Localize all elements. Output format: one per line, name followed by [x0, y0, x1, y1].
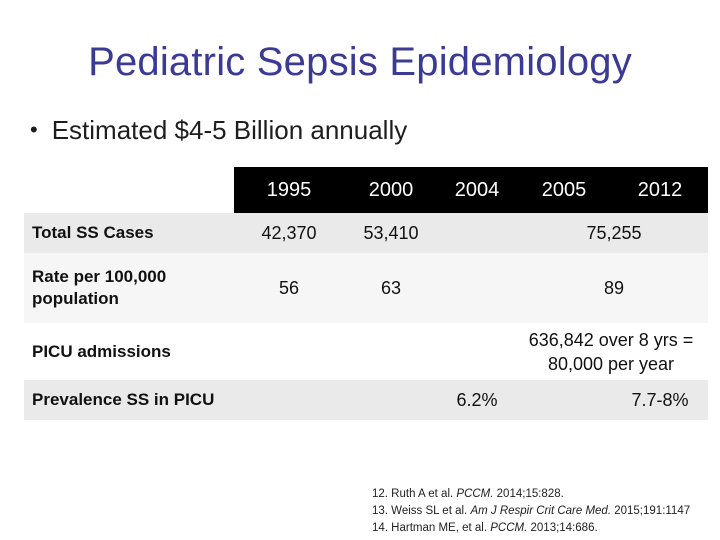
table-header-background: [234, 167, 708, 213]
references: 12. Ruth A et al. PCCM. 2014;15:828. 13.…: [372, 486, 720, 537]
header-2004: 2004: [454, 178, 500, 201]
table-header-row: 1995 2000 2004 2005 2012: [24, 167, 708, 213]
cell-2005-2012: 89: [603, 277, 625, 298]
reference-item: 13. Weiss SL et al. Am J Respir Crit Car…: [372, 505, 691, 517]
table-row-picu-admissions: PICU admissions 636,842 over 8 yrs = 80,…: [24, 323, 708, 380]
row-label: PICU admissions: [32, 341, 171, 361]
cell-2005-2012: 75,255: [586, 222, 642, 243]
table-row-prevalence: Prevalence SS in PICU 6.2% 7.7-8%: [24, 380, 708, 420]
reference-item: 12. Ruth A et al. PCCM. 2014;15:828.: [372, 488, 564, 500]
bullet-dot-icon: •: [30, 117, 38, 142]
cell-2012: 7.7-8%: [631, 389, 689, 410]
cell-2000: 63: [380, 277, 402, 298]
cell-2004-2012: 636,842 over 8 yrs = 80,000 per year: [528, 329, 694, 374]
row-label: Rate per 100,000 population: [32, 267, 167, 308]
table-row-total-cases: Total SS Cases 42,370 53,410 75,255: [24, 213, 708, 253]
cell-1995: 42,370: [261, 222, 317, 243]
reference-item: 14. Hartman ME, et al. PCCM. 2013;14:686…: [372, 522, 598, 534]
header-2000: 2000: [368, 178, 414, 201]
header-1995: 1995: [266, 178, 312, 201]
header-2012: 2012: [637, 178, 683, 201]
slide-title: Pediatric Sepsis Epidemiology: [88, 40, 632, 84]
row-label: Prevalence SS in PICU: [32, 390, 215, 409]
bullet-item: • Estimated $4-5 Billion annually: [30, 110, 407, 150]
bullet-text: Estimated $4-5 Billion annually: [51, 114, 408, 145]
header-2005: 2005: [541, 178, 587, 201]
cell-1995: 56: [278, 277, 300, 298]
row-label: Total SS Cases: [32, 223, 154, 242]
cell-2004: 6.2%: [456, 389, 498, 410]
table-row-rate: Rate per 100,000 population 56 63 89: [24, 253, 708, 323]
cell-2000: 53,410: [363, 222, 419, 243]
